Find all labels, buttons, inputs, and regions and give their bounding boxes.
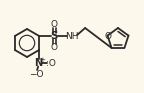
Text: O: O	[51, 43, 58, 52]
Text: +: +	[39, 57, 45, 63]
Text: S: S	[50, 31, 58, 41]
Text: NH: NH	[65, 32, 79, 40]
Text: N: N	[34, 58, 42, 68]
Text: :O: :O	[46, 58, 56, 68]
Text: O: O	[51, 20, 58, 29]
Text: O: O	[104, 32, 111, 41]
Text: −O: −O	[29, 70, 43, 79]
